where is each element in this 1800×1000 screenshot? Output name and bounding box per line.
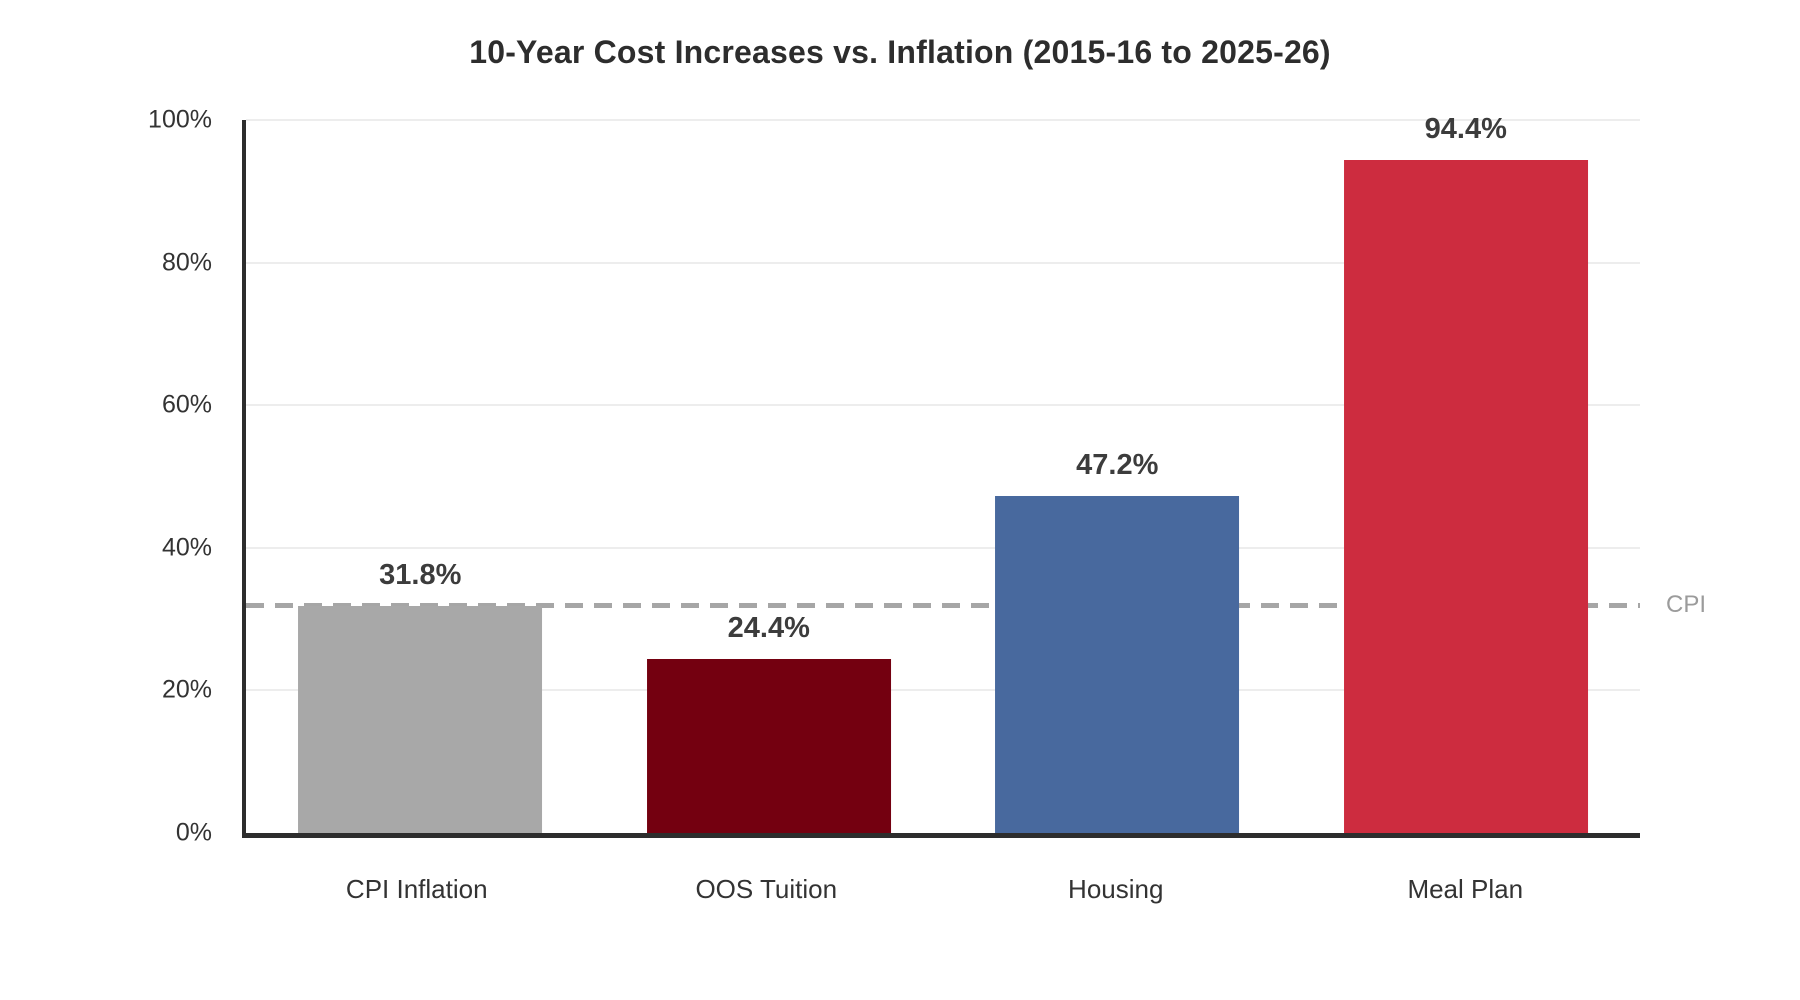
gridline-60 xyxy=(246,404,1640,407)
y-tick-label-100: 100% xyxy=(148,105,212,134)
bar-cpi-inflation xyxy=(298,606,543,833)
bar-slot-housing: 47.2% xyxy=(943,120,1292,833)
cpi-reference-label: CPI xyxy=(1666,591,1707,619)
bar-slot-meal-plan: 94.4% xyxy=(1292,113,1641,833)
gridline-40 xyxy=(246,546,1640,549)
x-label-oos-tuition: OOS Tuition xyxy=(695,874,838,904)
cpi-reference-line xyxy=(246,603,1640,609)
gridline-100 xyxy=(246,119,1640,121)
chart-title: 10-Year Cost Increases vs. Inflation (20… xyxy=(469,34,1331,70)
bar-slot-oos-tuition: 24.4% xyxy=(595,120,944,833)
bar-meal-plan xyxy=(1343,159,1588,833)
value-label-meal-plan: 94.4% xyxy=(1424,112,1507,145)
y-tick-label-60: 60% xyxy=(161,390,212,419)
y-tick-label-40: 40% xyxy=(161,533,212,562)
y-axis: 0% 20% 40% 60% 80% 100% xyxy=(0,106,226,847)
y-tick-label-80: 80% xyxy=(161,248,212,277)
y-tick-label-20: 20% xyxy=(161,675,212,704)
y-tick-label-0: 0% xyxy=(175,818,212,847)
value-label-oos-tuition: 24.4% xyxy=(727,612,810,645)
gridlines xyxy=(246,119,1640,833)
bar-oos-tuition xyxy=(646,659,891,833)
value-label-housing: 47.2% xyxy=(1076,449,1159,482)
gridline-20 xyxy=(246,689,1640,692)
plot-area: 31.8% 24.4% 47.2% 94.4% CPI xyxy=(242,113,1706,838)
gridline-80 xyxy=(246,261,1640,264)
bars: 31.8% 24.4% 47.2% 94.4% xyxy=(246,113,1641,833)
x-axis: CPI Inflation OOS Tuition Housing Meal Plan xyxy=(242,874,1640,905)
bar-housing xyxy=(995,496,1240,833)
x-label-housing: Housing xyxy=(1068,874,1164,904)
x-label-cpi-inflation: CPI Inflation xyxy=(345,874,488,904)
bar-slot-cpi-inflation: 31.8% xyxy=(246,120,595,833)
value-label-cpi-inflation: 31.8% xyxy=(379,559,462,592)
x-label-meal-plan: Meal Plan xyxy=(1407,874,1524,904)
